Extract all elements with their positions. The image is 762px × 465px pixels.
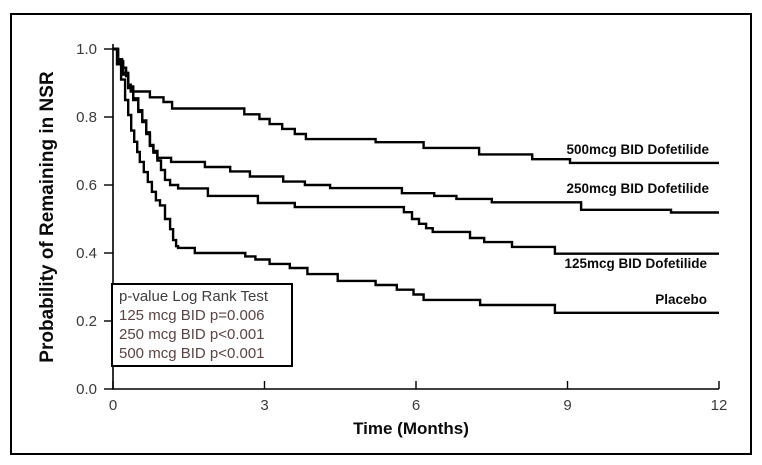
curve-label-125mcg: 125mcg BID Dofetilide [564,256,707,271]
x-tick-label: 9 [563,397,571,414]
y-axis-title: Probability of Remaining in NSR [37,71,58,363]
pvalue-box: p-value Log Rank Test 125 mcg BID p=0.00… [111,283,293,367]
x-axis-title: Time (Months) [353,419,469,438]
pvalue-row-500: 500 mcg BID p<0.001 [119,345,265,362]
curve-label-250mcg: 250mcg BID Dofetilide [566,181,709,196]
pvalue-box-title: p-value Log Rank Test [119,288,268,305]
curve-label-500mcg: 500mcg BID Dofetilide [566,142,709,157]
x-tick-label: 6 [412,397,420,414]
km-curve-placebo [113,47,719,314]
curve-label-placebo: Placebo [655,292,707,307]
y-tick-label: 0.4 [76,245,97,262]
y-tick-label: 0.2 [76,313,97,330]
y-tick-label: 0.6 [76,177,97,194]
pvalue-row-125: 125 mcg BID p=0.006 [119,307,265,324]
y-tick-label: 1.0 [76,41,97,58]
km-curve-125mcg-bid-dofetilide [113,47,719,255]
y-tick-label: 0.0 [76,381,97,398]
pvalue-row-250: 250 mcg BID p<0.001 [119,326,265,343]
x-tick-label: 3 [260,397,268,414]
x-tick-label: 0 [109,397,117,414]
x-tick-label: 12 [711,397,728,414]
y-tick-label: 0.8 [76,109,97,126]
